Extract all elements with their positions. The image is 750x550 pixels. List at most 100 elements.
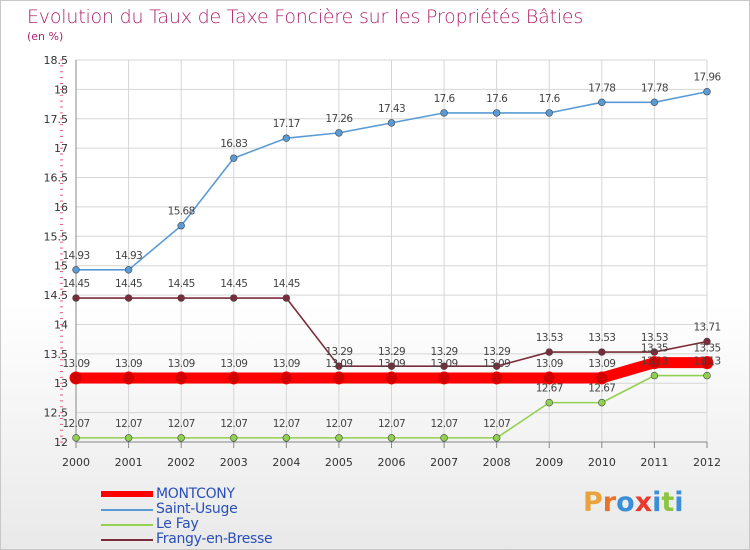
data-point [440,109,448,117]
legend-swatch [101,524,153,526]
logo-letter: o [616,487,635,518]
data-point [598,98,606,107]
data-point [703,88,711,96]
data-label: 13.71 [693,322,720,334]
data-label: 14.45 [62,278,89,290]
legend-label: Le Fay [156,516,199,532]
x-tick-label: 2002 [167,456,195,469]
data-label: 13.09 [115,358,142,370]
data-point [545,398,553,407]
data-point [545,348,553,356]
data-point [387,434,396,442]
data-point [490,371,504,385]
data-point [335,434,343,442]
data-label: 12.67 [536,383,563,395]
data-label: 14.45 [168,278,195,290]
data-label: 13.29 [325,346,352,358]
data-label: 17.96 [693,72,721,84]
data-label: 12.07 [378,418,405,430]
data-label: 17.6 [434,93,456,105]
legend-swatch [101,491,153,497]
data-point [282,134,291,142]
y-tick-label: 13.5 [44,348,69,361]
data-label: 13.09 [536,358,563,370]
data-label: 13.09 [325,358,352,370]
x-tick-label: 2006 [378,456,406,469]
data-label: 12.07 [115,418,142,430]
data-label: 17.6 [486,93,508,105]
data-point [177,222,185,230]
data-point [542,371,556,385]
legend-swatch [101,539,153,541]
data-point [124,434,133,442]
x-tick-label: 2010 [588,456,616,469]
data-label: 13.13 [641,356,668,368]
data-point [387,362,396,370]
data-label: 17.6 [539,93,561,105]
data-label: 17.43 [378,103,405,115]
data-point [282,294,291,302]
data-point [69,371,83,385]
data-point [703,337,711,346]
data-label: 13.53 [641,332,668,344]
y-tick-label: 16.5 [44,172,69,185]
data-label: 17.78 [641,82,668,94]
data-point [335,362,343,370]
chart-title: Evolution du Taux de Taxe Foncière sur l… [27,6,584,28]
data-point [387,119,396,127]
data-point [440,434,448,442]
data-point [72,294,80,302]
logo-letter: P [583,487,603,518]
data-point [385,371,398,385]
data-label: 12.07 [62,418,89,430]
legend-label: Frangy-en-Bresse [156,531,273,547]
data-label: 13.35 [641,343,668,355]
data-label: 13.13 [693,356,720,368]
data-point [545,109,553,117]
data-label: 14.45 [273,278,300,290]
x-tick-label: 2003 [220,456,248,469]
data-point [492,109,501,117]
data-label: 13.29 [483,346,510,358]
data-point [72,266,80,274]
data-point [335,129,343,137]
data-label: 12.07 [168,418,195,430]
data-label: 13.09 [378,358,405,370]
x-tick-label: 2007 [430,456,458,469]
logo-letter: r [602,487,617,518]
data-label: 12.07 [431,418,458,430]
data-point [598,348,606,356]
data-label: 13.53 [536,332,563,344]
data-label: 12.67 [588,383,615,395]
y-tick-label: 17.5 [44,113,69,126]
x-tick-label: 2011 [640,456,668,469]
data-point [650,98,659,107]
legend-label: MONTCONY [156,486,235,502]
unit-label: (en %) [27,30,64,43]
series [69,88,714,442]
data-label: 12.07 [325,418,352,430]
data-label: 13.09 [273,358,300,370]
data-point [72,434,80,442]
data-label: 13.09 [62,358,89,370]
data-point [595,371,609,385]
data-label: 13.09 [588,358,615,370]
data-point [177,434,185,442]
data-point [332,371,346,385]
data-label: 17.78 [588,82,615,94]
data-point [177,294,185,302]
data-label: 13.09 [431,358,458,370]
data-point [124,294,133,302]
data-point [282,434,291,442]
data-label: 12.07 [273,418,300,430]
data-point [492,362,501,370]
x-tick-label: 2005 [325,456,353,469]
data-label: 12.07 [220,418,247,430]
y-tick-label: 14.5 [44,289,69,302]
x-tick-label: 2012 [693,456,721,469]
data-point [279,371,293,385]
data-labels: 13.09 13.09 13.09 13.09 13.09 13.09 13.09 13.09… [62,72,722,430]
data-label: 13.29 [378,346,405,358]
